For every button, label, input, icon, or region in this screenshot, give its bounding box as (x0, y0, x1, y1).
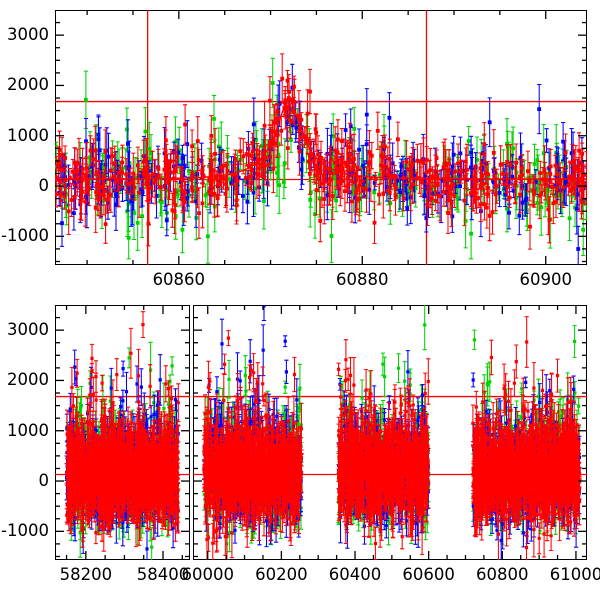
bottom-panel-xtick-label: 60000 (181, 565, 234, 584)
top-panel-ytick-label: 2000 (7, 75, 49, 95)
series-ff0000 (55, 53, 587, 250)
top-panel-ytick-label: 1000 (7, 125, 49, 145)
series-ff0000 (64, 311, 181, 552)
bottom-panel-xtick-label: 60400 (328, 565, 382, 584)
top-panel-ytick-label: -1000 (1, 226, 49, 246)
top-panel-xtick-label: 60860 (152, 270, 206, 289)
bottom-panel-ytick-label: 1000 (7, 420, 49, 440)
top-panel-xtick-label: 60900 (519, 270, 572, 289)
bottom-panel-xtick-label: 60800 (476, 565, 529, 584)
data-layer (55, 10, 587, 265)
plot-area (55, 10, 587, 265)
bottom-panel-xtick-label: 58200 (59, 565, 113, 584)
data-layer (55, 305, 190, 560)
tick-marks (55, 305, 190, 560)
bottom-panel-xtick-label: 60200 (255, 565, 308, 584)
bottom-panel-ytick-label: 0 (38, 471, 50, 491)
bottom-panel-xtick-label: 61000 (549, 565, 600, 584)
bottom-panel-xtick-label: 60600 (402, 565, 455, 584)
model-curve (55, 99, 587, 180)
top-panel-ytick-label: 0 (38, 176, 50, 196)
plot-area (193, 305, 587, 560)
top-panel-ytick-label: 3000 (7, 25, 49, 45)
top-panel-xtick-label: 60880 (336, 270, 389, 289)
series-ff0000 (202, 316, 582, 560)
tick-marks (193, 305, 587, 560)
bottom-panel-xtick-label: 58400 (136, 565, 190, 584)
bottom-panel-ytick-label: 2000 (7, 370, 49, 390)
bottom-panel-ytick-label: 3000 (7, 320, 49, 340)
tick-marks (55, 10, 587, 265)
plot-area (55, 305, 190, 560)
data-layer (193, 305, 587, 560)
bottom-panel-ytick-label: -1000 (1, 521, 49, 541)
